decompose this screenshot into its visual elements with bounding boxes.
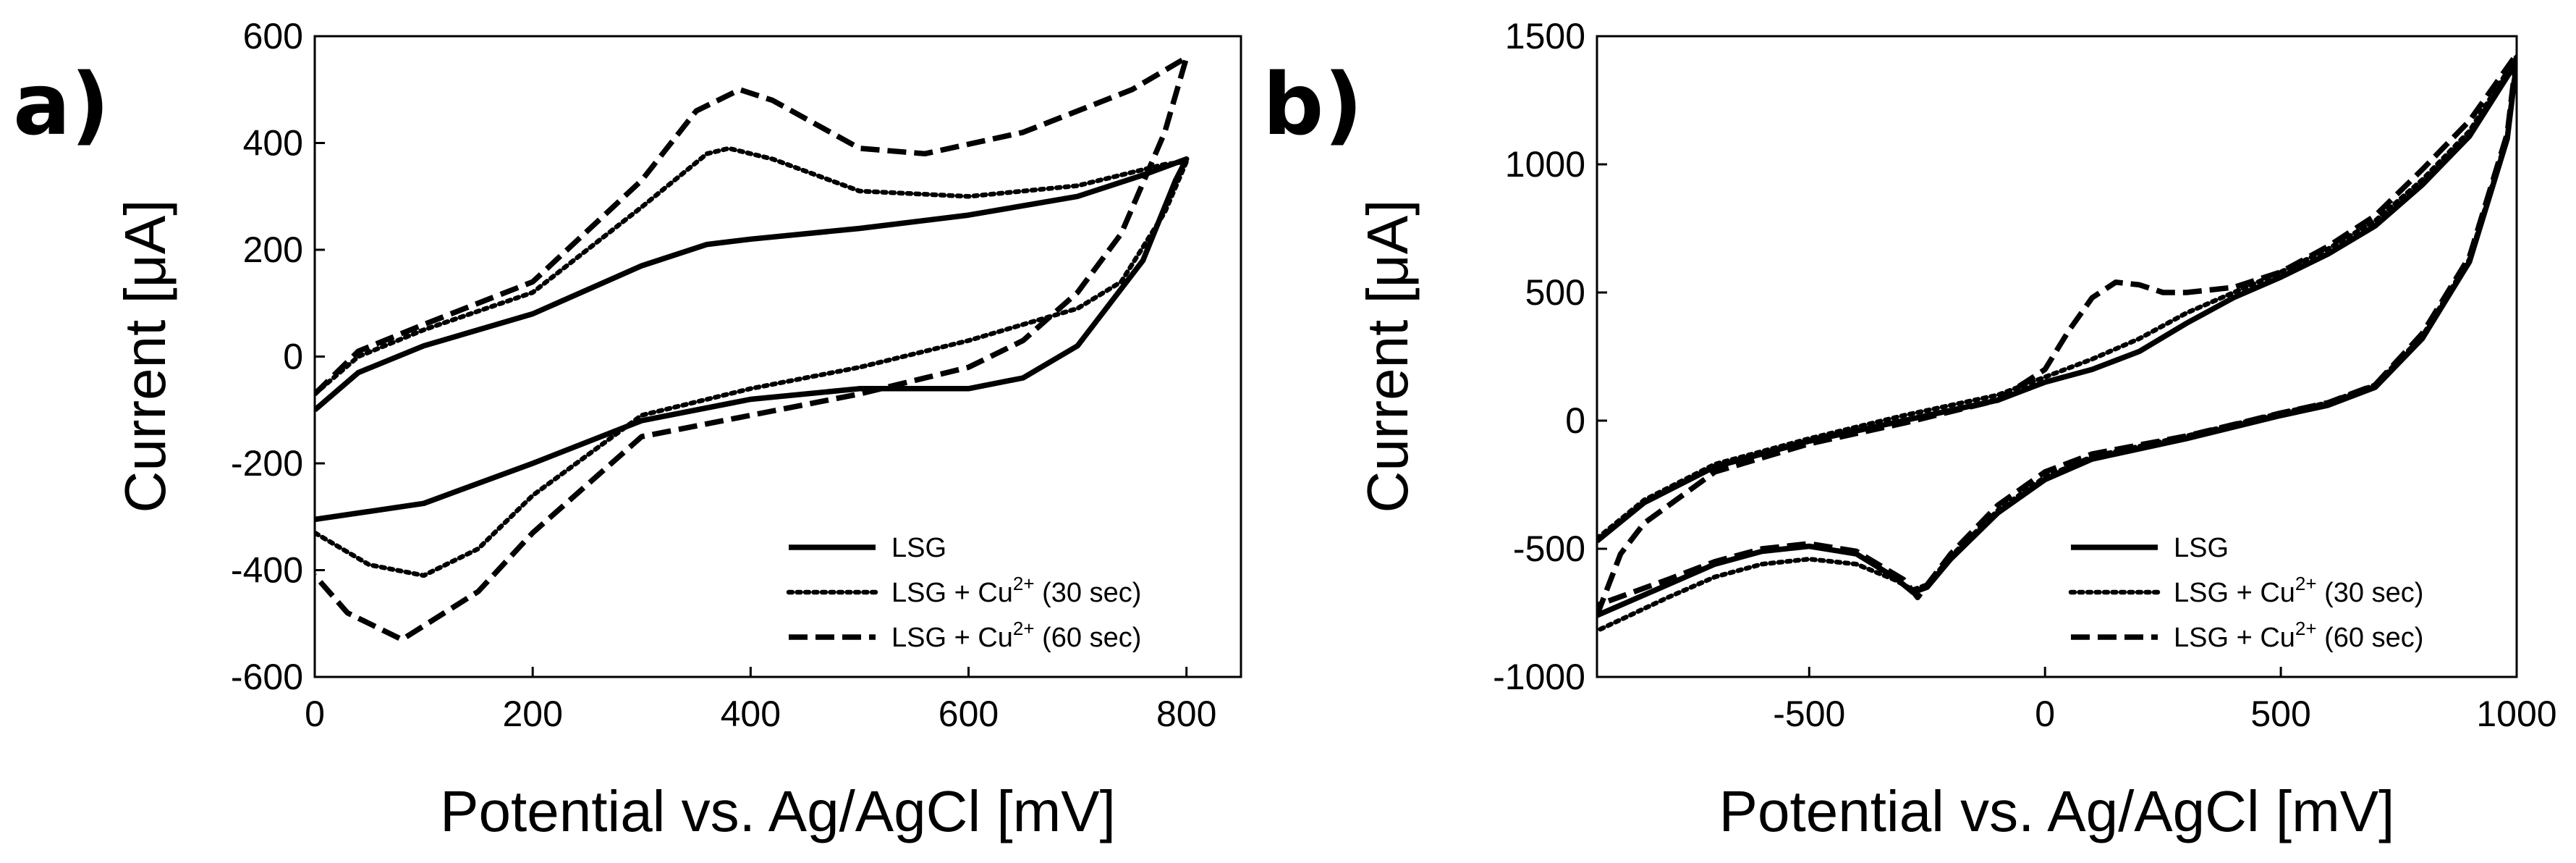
x-tick-label: 200	[502, 694, 562, 734]
legend-sup: 2+	[2295, 573, 2317, 594]
x-tick-label: -500	[1773, 694, 1845, 734]
panel-b: -500 0 500 1000 -1000 -500 0 500 1000 1500 Potenti…	[1263, 16, 2557, 843]
x-tick-label: 0	[305, 694, 325, 734]
legend-entry-label: LSG	[2174, 533, 2229, 563]
legend-entry-label: LSG + Cu2+ (60 sec)	[891, 618, 1141, 653]
y-axis-label: Current [μA]	[1355, 200, 1420, 513]
series-line-dashed	[315, 54, 1190, 643]
legend-entry-label: LSG + Cu2+ (60 sec)	[2174, 618, 2423, 653]
legend-suffix: (60 sec)	[2317, 623, 2424, 653]
legend-text: LSG + Cu	[2174, 578, 2295, 608]
legend-sup: 2+	[1013, 573, 1035, 594]
legend-entry-label: LSG + Cu2+ (30 sec)	[891, 573, 1141, 608]
x-tick-label: 0	[2035, 694, 2055, 734]
legend-sup: 2+	[1013, 618, 1035, 639]
series-line-solid	[315, 156, 1190, 523]
y-tick-label: 400	[243, 123, 303, 164]
x-axis-label: Potential vs. Ag/AgCl [mV]	[1719, 779, 2395, 843]
series-line-solid	[1597, 59, 2517, 618]
y-tick-label: -400	[231, 550, 303, 591]
y-tick-label: -200	[231, 443, 303, 484]
panel-label: b)	[1263, 54, 1363, 154]
y-tick-label: 600	[243, 16, 303, 56]
y-tick-label: 500	[1525, 272, 1585, 313]
legend-entry-label: LSG	[891, 533, 946, 563]
y-tick-label: 1000	[1505, 144, 1585, 185]
legend-suffix: (30 sec)	[2317, 578, 2424, 608]
legend-text: LSG + Cu	[891, 578, 1013, 608]
legend-text: LSG	[2174, 533, 2229, 563]
legend-suffix: (30 sec)	[1035, 578, 1142, 608]
x-tick-label: 400	[721, 694, 781, 734]
y-tick-label: 1500	[1505, 16, 1585, 56]
plot-frame	[1596, 35, 2518, 678]
x-tick-label: 1000	[2476, 694, 2556, 734]
panel-a: 0 200 400 600 800 -600 -400 -200 0 200 400 600 Poten…	[13, 16, 1242, 843]
legend-text: LSG + Cu	[891, 623, 1013, 653]
x-tick-label: 500	[2250, 694, 2310, 734]
y-tick-label: 0	[1565, 400, 1585, 441]
y-tick-label: -1000	[1493, 657, 1585, 697]
y-tick-label: 200	[243, 230, 303, 270]
legend-entry-label: LSG + Cu2+ (30 sec)	[2174, 573, 2423, 608]
x-tick-label: 600	[939, 694, 999, 734]
x-tick-label: 800	[1156, 694, 1216, 734]
series-line-dotted	[1597, 54, 2517, 633]
x-axis-label: Potential vs. Ag/AgCl [mV]	[440, 779, 1116, 843]
series-line-dashed	[1597, 51, 2517, 617]
series-line-dotted	[315, 146, 1189, 578]
y-axis-label: Current [μA]	[113, 200, 177, 513]
y-tick-label: -500	[1513, 529, 1585, 569]
legend-sup: 2+	[2295, 618, 2317, 639]
y-tick-label: 0	[283, 337, 303, 377]
panel-label: a)	[13, 54, 110, 154]
y-tick-label: -600	[231, 657, 303, 697]
legend-suffix: (60 sec)	[1035, 623, 1142, 653]
legend-text: LSG	[891, 533, 946, 563]
legend-text: LSG + Cu	[2174, 623, 2295, 653]
